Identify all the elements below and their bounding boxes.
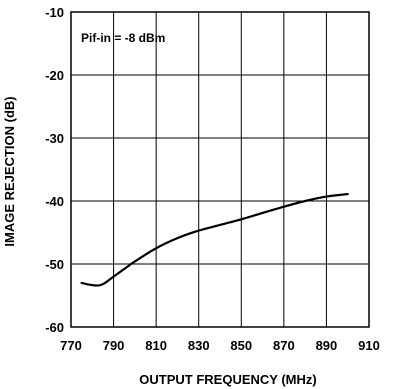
y-tick-label: -50 bbox=[45, 257, 64, 272]
y-tick-label: -10 bbox=[45, 5, 64, 20]
plot-frame bbox=[70, 11, 370, 328]
series-line-0 bbox=[80, 192, 349, 287]
y-tick-label: -40 bbox=[45, 194, 64, 209]
x-tick-label: 770 bbox=[60, 338, 82, 353]
x-tick-label: 830 bbox=[188, 338, 210, 353]
grid-lines bbox=[71, 12, 369, 327]
x-tick-label: 890 bbox=[316, 338, 338, 353]
pif-in-annotation: Pif-in = -8 dBm bbox=[81, 31, 165, 45]
y-tick-label: -30 bbox=[45, 131, 64, 146]
x-tick-label: 870 bbox=[273, 338, 295, 353]
y-tick-label: -60 bbox=[45, 320, 64, 335]
data-series bbox=[80, 192, 349, 287]
x-tick-label: 810 bbox=[145, 338, 167, 353]
y-tick-label: -20 bbox=[45, 68, 64, 83]
y-tick-labels: -10 -20 -30 -40 -50 -60 bbox=[45, 5, 64, 335]
x-tick-labels: 770 790 810 830 850 870 890 910 bbox=[60, 338, 380, 353]
x-axis-title: OUTPUT FREQUENCY (MHz) bbox=[139, 372, 316, 387]
y-axis-title: IMAGE REJECTION (dB) bbox=[2, 96, 17, 246]
x-tick-label: 790 bbox=[103, 338, 125, 353]
x-tick-label: 850 bbox=[230, 338, 252, 353]
x-tick-label: 910 bbox=[358, 338, 380, 353]
